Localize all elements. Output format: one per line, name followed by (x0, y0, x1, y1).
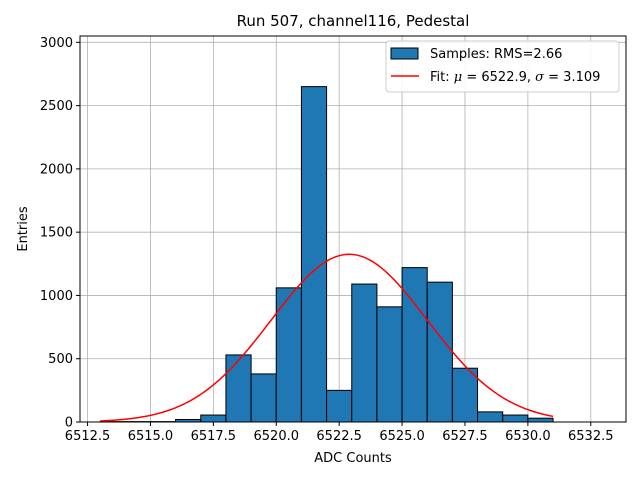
histogram-bar-11 (376, 306, 403, 423)
x-tick-label-6: 6527.5 (442, 429, 488, 444)
x-tick-label-1: 6515.0 (128, 429, 174, 444)
legend-mu-symbol: μ (454, 70, 462, 85)
legend-fit-prefix: Fit: (430, 70, 454, 85)
x-tick-label-4: 6522.5 (316, 429, 362, 444)
legend-mu-value: = 6522.9, (462, 70, 535, 85)
y-tick-label-4: 2000 (40, 162, 73, 177)
legend: Samples: RMS=2.66 Fit: μ = 6522.9, σ = 3… (385, 40, 620, 93)
x-tick-label-5: 6525.0 (379, 429, 425, 444)
legend-sigma-value: = 3.109 (544, 70, 600, 85)
legend-samples-swatch (390, 47, 419, 60)
histogram-bar-7 (275, 287, 302, 423)
histogram-bar-9 (326, 389, 353, 423)
y-tick-label-0: 0 (65, 416, 73, 431)
histogram-bar-13 (426, 281, 453, 423)
legend-fit-label: Fit: μ = 6522.9, σ = 3.109 (430, 70, 600, 85)
x-tick-label-2: 6517.5 (191, 429, 237, 444)
y-tick-label-3: 1500 (40, 226, 73, 241)
y-axis-label: Entries (16, 206, 31, 252)
histogram-bar-16 (502, 414, 529, 423)
x-tick-label-0: 6512.5 (65, 429, 111, 444)
y-tick-label-5: 2500 (40, 99, 73, 114)
histogram-bar-15 (477, 411, 504, 423)
histogram-bar-17 (527, 417, 554, 423)
x-axis-label: ADC Counts (314, 451, 392, 466)
axis-ticks: 6512.5 6515.0 6517.5 6520.0 6522.5 6525.0 6527… (40, 36, 614, 444)
histogram-bar-8 (300, 86, 328, 423)
y-tick-label-6: 3000 (40, 36, 73, 51)
gaussian-fit (100, 253, 554, 422)
y-tick-label-1: 500 (48, 352, 73, 367)
chart-title: Run 507, channel116, Pedestal (237, 12, 470, 30)
histogram-bar-12 (401, 267, 428, 423)
histogram-bar-6 (250, 373, 277, 423)
y-tick-label-2: 1000 (40, 289, 73, 304)
x-tick-label-8: 6532.5 (568, 429, 614, 444)
x-tick-label-7: 6530.0 (505, 429, 551, 444)
legend-box (385, 40, 620, 93)
x-tick-label-3: 6520.0 (254, 429, 300, 444)
histogram-bar-4 (200, 414, 227, 423)
histogram-bar-5 (225, 354, 252, 423)
legend-samples-label: Samples: RMS=2.66 (430, 47, 562, 62)
plot-frame (79, 35, 627, 423)
histogram-bar-10 (351, 283, 378, 423)
gaussian-fit-curve (100, 253, 554, 422)
legend-sigma-symbol: σ (535, 70, 545, 85)
histogram-bar-14 (451, 367, 479, 423)
